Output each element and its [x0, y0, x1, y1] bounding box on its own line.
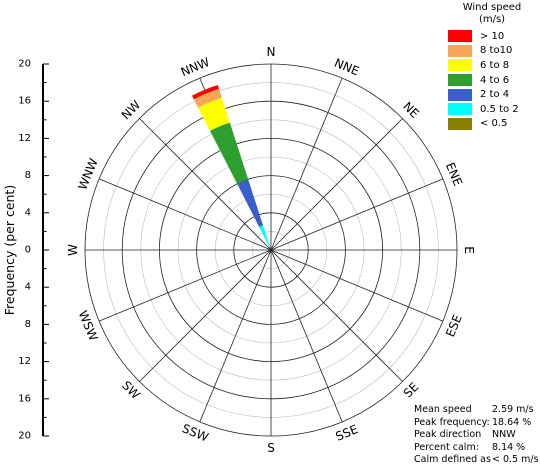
grid-spoke — [270, 249, 443, 322]
y-tick-label: 8 — [25, 319, 31, 330]
direction-label: S — [267, 441, 275, 455]
frequency-wedges — [192, 85, 271, 250]
summary-statistics: Mean speed 2.59 m/s Peak frequency: 18.64 … — [414, 404, 540, 467]
legend-item: 0.5 to 2 — [448, 102, 540, 117]
direction-label: W — [66, 244, 80, 256]
legend-swatch — [448, 74, 472, 87]
wind-speed-legend: Wind speed (m/s) > 10 8 to10 6 to 8 4 to… — [448, 2, 540, 131]
y-tick-label: 4 — [25, 207, 31, 218]
stat-row: Peak direction NNW — [414, 429, 540, 442]
legend-title: Wind speed (m/s) — [444, 2, 540, 26]
legend-swatch — [448, 88, 472, 101]
stat-value: 8.14 % — [492, 441, 526, 453]
y-axis-label: Frequency (per cent) — [2, 185, 17, 315]
legend-label: 4 to 6 — [480, 74, 510, 86]
y-tick-label: 0 — [25, 245, 31, 256]
stat-row: Percent calm: 8.14 % — [414, 442, 540, 455]
wedge-segment — [209, 122, 249, 184]
direction-label: WNW — [75, 156, 101, 192]
stat-value: NNW — [492, 429, 516, 441]
grid-spoke — [99, 249, 272, 322]
grid-spoke — [139, 249, 272, 382]
direction-label: E — [462, 246, 476, 254]
stat-row: Calm defined as < 0.5 m/s — [414, 454, 540, 467]
grid-spoke — [270, 78, 343, 251]
legend-label: 6 to 8 — [480, 59, 510, 71]
direction-label: SSE — [334, 422, 360, 444]
legend-label: < 0.5 — [480, 118, 508, 130]
stat-label: Calm defined as — [414, 454, 491, 466]
legend-title-line2: (m/s) — [478, 14, 506, 25]
wedge-segment — [259, 225, 271, 250]
legend-item: > 10 — [448, 29, 540, 44]
legend-item: 2 to 4 — [448, 87, 540, 102]
legend-item: 4 to 6 — [448, 73, 540, 88]
legend-item: < 0.5 — [448, 117, 540, 132]
y-tick-label: 12 — [18, 133, 31, 144]
stat-value: 2.59 m/s — [492, 404, 534, 415]
direction-label: SSW — [180, 421, 211, 444]
stat-value: 18.64 % — [492, 416, 532, 428]
direction-label: N — [267, 45, 276, 59]
legend-swatch — [448, 30, 472, 43]
legend-item: 6 to 8 — [448, 58, 540, 73]
grid-spoke — [139, 118, 272, 251]
stat-label: Peak frequency: — [414, 416, 490, 428]
legend-label: 0.5 to 2 — [480, 103, 519, 115]
y-tick-label: 20 — [18, 59, 31, 70]
grid-spoke — [270, 249, 403, 382]
direction-label: SE — [401, 380, 422, 401]
direction-label: ENE — [443, 160, 465, 188]
legend-title-line1: Wind speed — [462, 2, 522, 13]
grid-spoke — [270, 249, 343, 422]
legend-item: 8 to10 — [448, 44, 540, 59]
legend-label: 8 to10 — [480, 45, 513, 57]
frequency-axis: 20 16 12 8 4 0 4 8 12 16 20 — [18, 59, 49, 442]
y-tick-label: 4 — [25, 282, 31, 293]
y-tick-label: 8 — [25, 170, 31, 181]
y-tick-label: 20 — [18, 431, 31, 442]
stat-row: Mean speed 2.59 m/s — [414, 404, 540, 417]
wedge-segment — [193, 88, 222, 108]
direction-label: NNE — [332, 56, 361, 79]
legend-swatch — [448, 117, 472, 130]
stat-label: Mean speed — [414, 404, 472, 415]
grid-spoke — [270, 178, 443, 251]
direction-label: ESE — [443, 313, 465, 339]
stat-value: < 0.5 m/s — [492, 454, 539, 466]
direction-label: NE — [400, 99, 422, 121]
legend-label: 2 to 4 — [480, 89, 510, 101]
y-tick-label: 12 — [18, 356, 31, 367]
legend-swatch — [448, 59, 472, 72]
grid-spoke — [270, 118, 403, 251]
legend-swatch — [448, 44, 472, 57]
wedge-segment — [198, 97, 230, 131]
direction-label: WSW — [76, 309, 101, 343]
stat-row: Peak frequency: 18.64 % — [414, 417, 540, 430]
wedge-segment — [237, 179, 263, 227]
stat-label: Percent calm: — [414, 441, 479, 453]
legend-swatch — [448, 103, 472, 116]
stat-label: Peak direction — [414, 429, 482, 441]
legend-label: > 10 — [480, 30, 505, 42]
wedge-segment — [192, 85, 219, 100]
y-tick-label: 16 — [18, 393, 31, 404]
y-tick-label: 16 — [18, 96, 31, 107]
grid-spoke — [199, 249, 272, 422]
grid-spoke — [99, 178, 272, 251]
